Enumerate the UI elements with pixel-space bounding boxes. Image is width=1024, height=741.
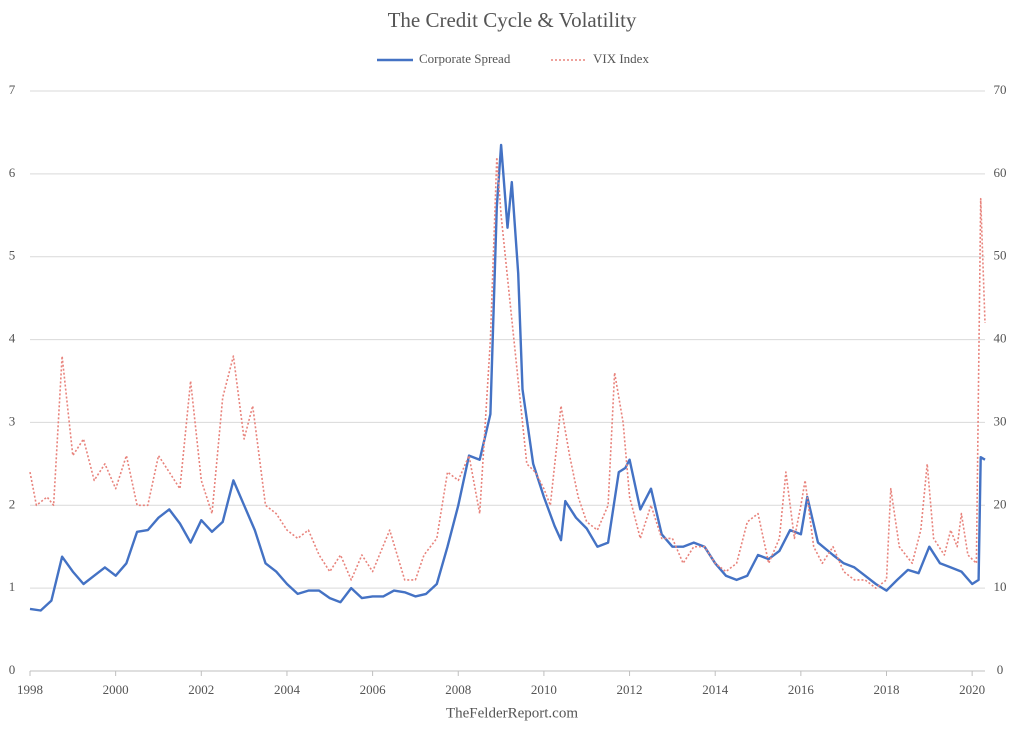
- x-tick-label: 2010: [531, 682, 557, 697]
- y2-tick-label: 10: [994, 579, 1007, 594]
- x-tick-label: 2018: [874, 682, 900, 697]
- y-tick-label: 6: [9, 165, 16, 180]
- y-tick-label: 0: [9, 662, 16, 677]
- y-tick-label: 4: [9, 331, 16, 346]
- y-tick-label: 3: [9, 413, 16, 428]
- y-tick-label: 1: [9, 579, 16, 594]
- y2-tick-label: 60: [994, 165, 1007, 180]
- x-tick-label: 2016: [788, 682, 815, 697]
- x-tick-label: 2014: [702, 682, 729, 697]
- x-tick-label: 2006: [360, 682, 387, 697]
- y-tick-label: 5: [9, 248, 16, 263]
- legend: Corporate Spread VIX Index: [377, 51, 649, 66]
- y-tick-label: 7: [9, 82, 16, 97]
- x-tick-label: 2008: [445, 682, 471, 697]
- x-tick-label: 2012: [617, 682, 643, 697]
- x-tick-label: 2004: [274, 682, 301, 697]
- source: TheFelderReport.com: [446, 705, 578, 721]
- legend-label: VIX Index: [593, 51, 649, 66]
- legend-label: Corporate Spread: [419, 51, 511, 66]
- y2-tick-label: 40: [994, 331, 1007, 346]
- series-line: [29, 156, 986, 589]
- y-tick-label: 2: [9, 496, 16, 511]
- chart-title: The Credit Cycle & Volatility: [388, 8, 637, 32]
- y2-tick-label: 70: [994, 82, 1007, 97]
- y2-tick-label: 50: [994, 248, 1007, 263]
- x-tick-label: 2002: [188, 682, 214, 697]
- y2-tick-label: 20: [994, 496, 1007, 511]
- y2-tick-label: 0: [997, 662, 1004, 677]
- series-line: [29, 143, 986, 612]
- y2-tick-label: 30: [994, 413, 1007, 428]
- x-tick-label: 2020: [959, 682, 985, 697]
- x-tick-label: 2000: [103, 682, 129, 697]
- x-tick-label: 1998: [17, 682, 43, 697]
